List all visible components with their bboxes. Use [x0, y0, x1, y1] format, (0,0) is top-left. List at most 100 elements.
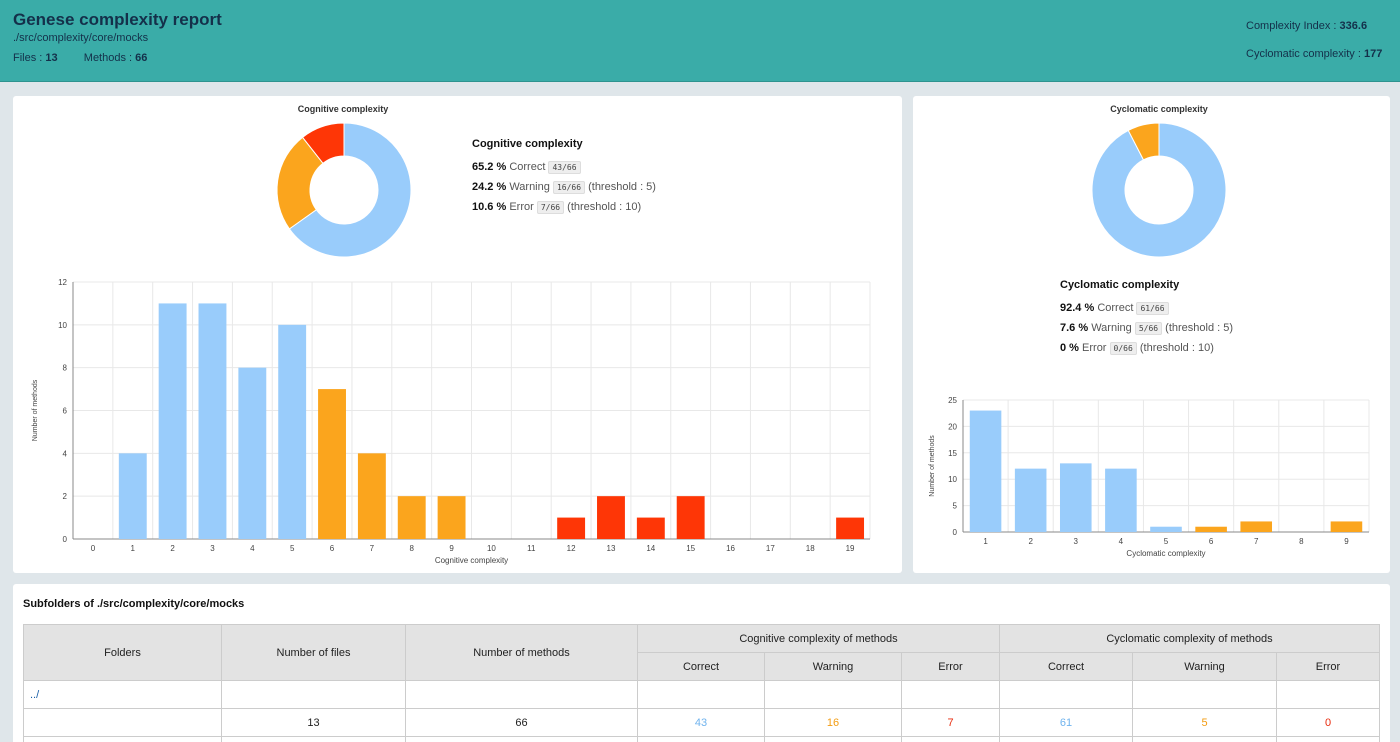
- cyclomatic-legend: Cyclomatic complexity 92.4 % Correct 61/…: [1060, 279, 1233, 362]
- bar-12: [557, 517, 586, 539]
- cyclomatic-correct-label: Correct: [1097, 302, 1134, 314]
- total-cyc-warning: 5: [1132, 708, 1277, 737]
- subfolders-card: Subfolders of ./src/complexity/core/mock…: [13, 584, 1390, 742]
- cyclomatic-error-label: Error: [1082, 342, 1107, 354]
- x-tick-label: 3: [210, 544, 215, 553]
- col-group-cyclomatic: Cyclomatic complexity of methods: [999, 624, 1380, 653]
- cyclomatic-donut-chart: [1091, 122, 1227, 258]
- x-tick-label: 15: [686, 544, 695, 553]
- cyclomatic-bar-chart: 0 5 10 15 20 25 1 2 3 4 5 6 7 8 9 Cyclomatic complexity…: [929, 396, 1370, 558]
- x-tick-label: 11: [527, 544, 536, 553]
- col-folders: Folders: [23, 624, 222, 681]
- cognitive-legend-error: 10.6 % Error 7/66 (threshold : 10): [472, 201, 656, 221]
- cyclomatic-error-code: 0/66: [1109, 342, 1137, 355]
- col-cog-warning: Warning: [764, 652, 902, 681]
- y-axis-label: Number of methods: [32, 379, 39, 441]
- total-cog-correct: 43: [637, 708, 765, 737]
- bar-1: [969, 410, 1002, 532]
- methods-label: Methods :: [83, 52, 133, 64]
- donut-slice-correct: [1091, 122, 1227, 258]
- col-number-of-methods: Number of methods: [405, 624, 638, 681]
- cyclomatic-warning-label: Warning: [1091, 322, 1132, 334]
- y-tick-label: 20: [948, 422, 957, 431]
- cognitive-donut-title: Cognitive complexity: [297, 104, 389, 114]
- cognitive-donut-chart: [276, 122, 412, 258]
- bar-9: [437, 496, 466, 539]
- cyclomatic-card: Cyclomatic complexity Cyclomatic complex…: [913, 96, 1390, 573]
- donut-slice-correct: [288, 122, 412, 258]
- y-tick-label: 8: [63, 364, 68, 373]
- bar-8: [397, 496, 426, 539]
- bar-4: [238, 367, 267, 539]
- cognitive-correct-pct: 65.2 %: [472, 161, 507, 173]
- x-tick-label: 13: [607, 544, 616, 553]
- cognitive-warning-code: 16/66: [552, 181, 586, 194]
- cyclomatic-legend-correct: 92.4 % Correct 61/66: [1060, 302, 1233, 322]
- x-axis-label: Cognitive complexity: [435, 556, 508, 565]
- x-tick-label: 0: [91, 544, 96, 553]
- bar-19: [836, 517, 865, 539]
- y-tick-label: 0: [953, 528, 958, 537]
- methods-value: 66: [135, 52, 148, 64]
- table-row: 13 66 43 16 7 61 5 0: [23, 708, 1380, 737]
- y-tick-label: 10: [58, 321, 67, 330]
- bar-6: [318, 389, 346, 539]
- cyclomatic-total-label: Cyclomatic complexity :: [1246, 48, 1361, 60]
- bar-2: [1014, 468, 1047, 532]
- x-tick-label: 18: [806, 544, 815, 553]
- col-cyc-correct: Correct: [999, 652, 1133, 681]
- total-cog-warning: 16: [764, 708, 902, 737]
- cognitive-error-pct: 10.6 %: [472, 201, 507, 213]
- cognitive-correct-code: 43/66: [548, 161, 581, 174]
- files-label: Files :: [13, 52, 43, 64]
- total-cyc-correct: 61: [999, 708, 1133, 737]
- x-tick-label: 1: [131, 544, 136, 553]
- complexity-index-label: Complexity Index :: [1246, 20, 1337, 32]
- col-cog-correct: Correct: [637, 652, 765, 681]
- parent-folder-link[interactable]: ../: [30, 688, 40, 701]
- cognitive-warning-label: Warning: [509, 181, 550, 193]
- x-tick-label: 5: [1164, 537, 1169, 546]
- x-tick-label: 6: [330, 544, 335, 553]
- x-tick-label: 9: [1344, 537, 1349, 546]
- bar-3: [1059, 463, 1092, 532]
- y-tick-label: 25: [948, 396, 957, 405]
- report-header: Genese complexity report ./src/complexit…: [0, 0, 1400, 82]
- y-tick-label: 2: [63, 492, 68, 501]
- x-tick-label: 1: [983, 537, 988, 546]
- cognitive-error-code: 7/66: [536, 201, 565, 214]
- bar-2: [158, 303, 187, 539]
- col-number-of-files: Number of files: [221, 624, 406, 681]
- bar-13: [597, 496, 625, 539]
- cyclomatic-warning-code: 5/66: [1134, 322, 1163, 335]
- x-tick-label: 12: [567, 544, 576, 553]
- x-tick-label: 4: [250, 544, 255, 553]
- x-axis-label: Cyclomatic complexity: [1126, 549, 1205, 558]
- y-tick-label: 12: [58, 278, 67, 287]
- cognitive-legend-correct: 65.2 % Correct 43/66: [472, 161, 656, 181]
- col-group-cognitive: Cognitive complexity of methods: [637, 624, 1000, 653]
- report-title: Genese complexity report: [13, 10, 222, 29]
- cognitive-error-threshold: (threshold : 10): [567, 201, 642, 213]
- bar-5: [1150, 526, 1182, 532]
- cognitive-legend-warning: 24.2 % Warning 16/66 (threshold : 5): [472, 181, 656, 201]
- x-tick-label: 8: [1299, 537, 1304, 546]
- cognitive-warning-threshold: (threshold : 5): [588, 181, 656, 193]
- cyclomatic-legend-warning: 7.6 % Warning 5/66 (threshold : 5): [1060, 322, 1233, 342]
- x-tick-label: 7: [370, 544, 375, 553]
- cyclomatic-total-value: 177: [1363, 48, 1383, 60]
- cyclomatic-donut-title: Cyclomatic complexity: [1110, 104, 1208, 114]
- x-tick-label: 14: [646, 544, 655, 553]
- bar-15: [676, 496, 705, 539]
- cyclomatic-warning-threshold: (threshold : 5): [1165, 322, 1234, 334]
- subfolders-title: Subfolders of ./src/complexity/core/mock…: [23, 598, 245, 610]
- bar-3: [198, 303, 227, 539]
- cyclomatic-legend-title: Cyclomatic complexity: [1060, 279, 1180, 291]
- table-row: ../: [23, 680, 1380, 709]
- x-tick-label: 2: [1028, 537, 1033, 546]
- col-cog-error: Error: [901, 652, 1000, 681]
- x-tick-label: 5: [290, 544, 295, 553]
- y-tick-label: 10: [948, 475, 957, 484]
- cyclomatic-total: Cyclomatic complexity : 177: [1246, 48, 1382, 60]
